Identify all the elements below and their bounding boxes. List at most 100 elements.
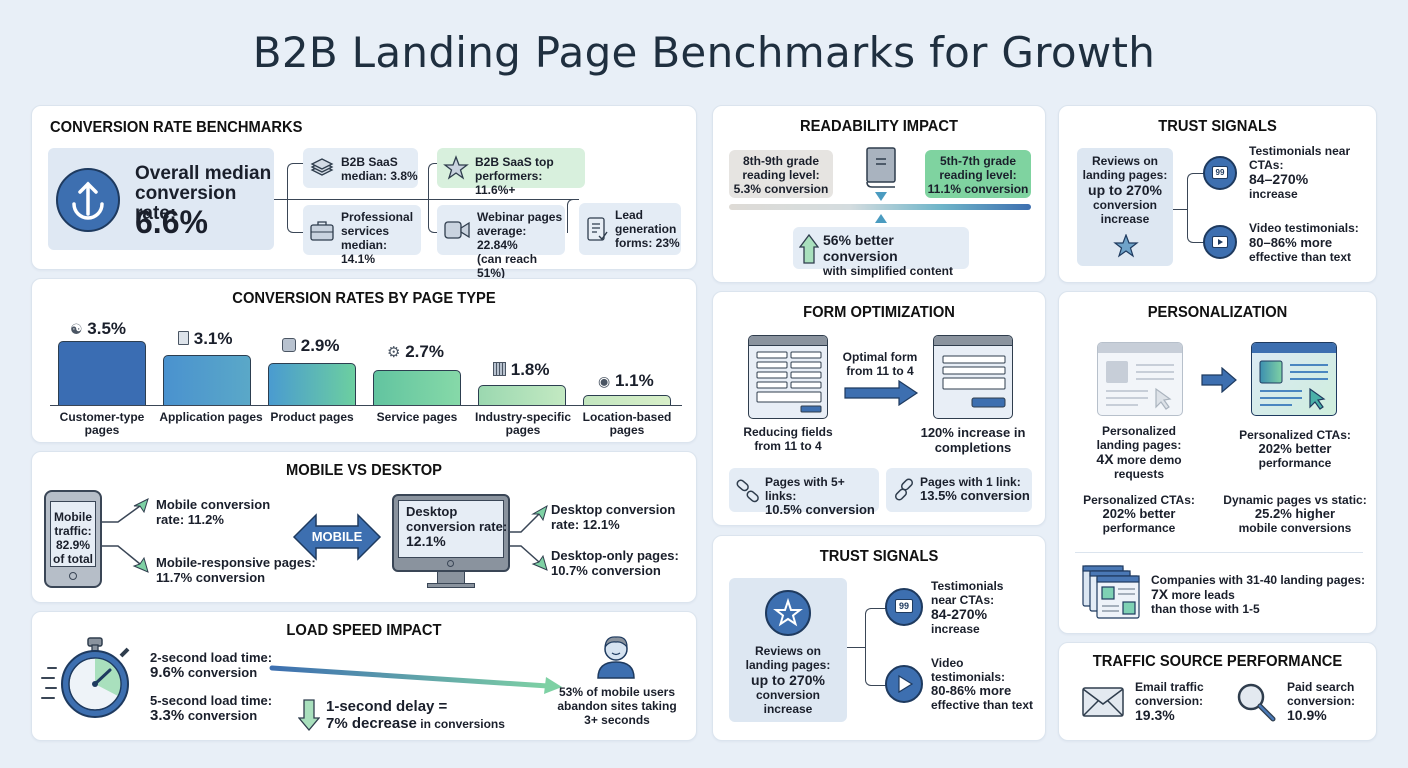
arrow-down-icon [509,545,548,571]
bar-product [268,363,356,405]
personalized-ctas-stat: Personalized CTAs: 202% better performan… [1083,493,1195,535]
stopwatch-icon [41,637,130,718]
star-icon [443,155,469,180]
professional-services-card: Professional services median: 14.1% [303,205,421,266]
links-1-card: Pages with 1 link: 13.5% conversion [886,468,1032,512]
mobile-responsive-pages: Mobile-responsive pages: 11.7% conversio… [156,555,316,585]
chart-baseline [50,404,682,406]
trend-arrow-icon [269,665,562,694]
form-icon [587,217,608,241]
monitor-icon: Desktop conversion rate: 12.1% [392,494,510,592]
panel-traffic-source: TRAFFIC SOURCE PERFORMANCE Email traffic… [1058,642,1377,741]
panel-conversion-benchmarks: CONVERSION RATE BENCHMARKS Overall media… [31,105,697,280]
bar-location-based [583,395,671,405]
section-heading: MOBILE VS DESKTOP [286,462,442,479]
five-second-load: 5-second load time: 3.3% conversion [150,693,273,724]
bar-value: 3.1% [178,329,232,349]
section-heading: CONVERSION RATE BENCHMARKS [50,119,303,136]
panel-trust-signals-right: TRUST SIGNALS Reviews on landing pages: … [1058,105,1377,283]
gear-icon: ⚙ [387,344,401,361]
section-heading: READABILITY IMPACT [799,118,959,135]
quote-icon: 99 [1203,156,1237,190]
long-form-icon [748,335,828,419]
right-arrow-icon [844,380,919,406]
section-heading: LOAD SPEED IMPACT [286,622,442,639]
connector-line [287,163,303,233]
video-camera-icon [444,221,470,239]
connector-line [1173,209,1187,210]
grade-8-9-card: 8th-9th grade reading level: 5.3% conver… [729,150,833,198]
briefcase-icon [310,221,334,241]
overall-label: Overall median conversion rate: [135,163,272,224]
reducing-fields-label: Reducing fields from 11 to 4 [743,425,833,453]
phone-icon: Mobile traffic: 82.9% of total [44,490,102,588]
bar-value: 2.9% [282,336,339,356]
section-heading: CONVERSION RATES BY PAGE TYPE [232,290,496,307]
layers-icon [310,158,334,176]
bar-category: Industry-specific pages [474,410,572,437]
landing-page-count-stat: Companies with 31-40 landing pages: 7X m… [1151,573,1366,616]
panel-trust-signals-middle: TRUST SIGNALS Reviews on landing pages: … [712,535,1046,741]
dynamic-pages-stat: Dynamic pages vs static: 25.2% higher mo… [1223,493,1367,535]
bar-chart [50,319,682,406]
personalized-ctas-stat: Personalized CTAs: 202% better performan… [1239,428,1351,470]
stacked-pages-icon [1082,565,1140,619]
panel-readability: READABILITY IMPACT 8th-9th grade reading… [712,105,1046,283]
video-play-icon [1203,225,1237,259]
video-testimonials-stat: Video testimonials: 80-86% more effectiv… [931,656,1034,712]
star-badge-icon [765,590,811,636]
bar-service [373,370,461,405]
overall-median-card: Overall median conversion rate: 6.6% [48,148,274,250]
star-icon [1113,234,1139,258]
broken-link-icon [736,479,759,503]
short-form-icon [933,335,1013,419]
testimonials-stat: Testimonials near CTAs: 84-270% increase [931,579,1004,636]
bar-value: ☯ 3.5% [70,319,127,338]
panel-mobile-vs-desktop: MOBILE VS DESKTOP Mobile traffic: 82.9% … [31,451,697,603]
connector-line [428,163,438,233]
bar-category: Application pages [159,410,263,424]
personalized-landing-pages-stat: Personalized landing pages: 4X more demo… [1096,424,1182,481]
divider [1075,552,1363,553]
link-icon [894,478,914,501]
arrow-up-icon [102,498,149,523]
bar-category: Location-based pages [582,410,672,437]
arrow-down-icon [102,545,149,573]
section-heading: TRAFFIC SOURCE PERFORMANCE [1092,653,1343,670]
optimal-form-label: Optimal form from 11 to 4 [842,350,918,378]
up-arrow-icon [799,233,819,264]
play-icon [885,665,923,703]
two-second-load: 2-second load time: 9.6% conversion [150,650,273,681]
bar-industry-specific [478,385,566,405]
desktop-only-pages: Desktop-only pages: 10.7% conversion [551,548,679,578]
overall-value: 6.6% [135,204,208,240]
panel-form-optimization: FORM OPTIMIZATION Optimal form from 11 t… [712,291,1046,526]
email-envelope-icon [1082,687,1124,717]
connector-line [1187,173,1207,243]
webinar-pages-card: Webinar pages average: 22.84% (can reach… [437,205,565,280]
section-heading: FORM OPTIMIZATION [803,304,955,321]
mobile-conversion-rate: Mobile conversion rate: 11.2% [156,497,271,527]
box-icon [282,338,296,352]
readability-scale [729,204,1031,210]
connector-line [847,647,865,648]
bar-category: Product pages [270,410,354,424]
desktop-conversion-rate: Desktop conversion rate: 12.1% [551,502,676,532]
links-5plus-card: Pages with 5+ links: 10.5% conversion [729,468,879,517]
section-heading: TRUST SIGNALS [1158,118,1277,135]
arrow-up-icon [509,504,548,533]
down-arrow-icon [298,699,320,732]
anchor-icon [56,168,120,232]
right-arrow-icon [1201,367,1237,393]
panel-page-type-chart: CONVERSION RATES BY PAGE TYPE ☯ 3.5% 3.1… [31,278,697,443]
simplified-content-card: 56% better conversion with simplified co… [793,227,969,278]
saas-top-performers-card: B2B SaaS top performers: 11.6%+ [437,148,585,197]
email-traffic-stat: Email traffic conversion: 19.3% [1135,680,1204,723]
paid-search-stat: Paid search conversion: 10.9% [1287,680,1356,723]
saas-median-card: B2B SaaS median: 3.8% [303,148,418,188]
building-icon [493,362,506,376]
panel-load-speed: LOAD SPEED IMPACT 2-second load time: 9.… [31,611,697,741]
bar-value: ⚙ 2.7% [387,342,444,361]
bar-value: 1.8% [493,360,549,380]
section-heading: TRUST SIGNALS [819,548,939,565]
